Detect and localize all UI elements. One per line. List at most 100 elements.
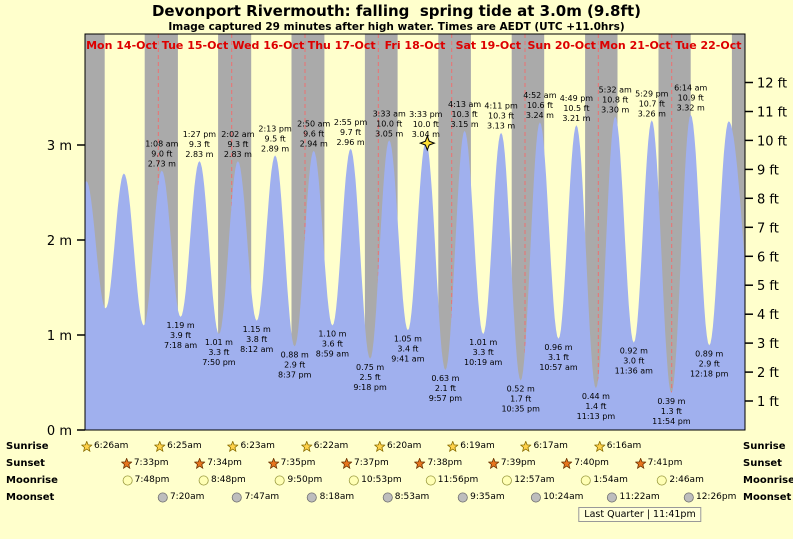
low-tide-annotation: 0.52 m bbox=[507, 385, 535, 394]
high-tide-annotation: 10.7 ft bbox=[639, 99, 665, 108]
sunrise-star-event: 6:26am bbox=[80, 439, 129, 454]
moonrise-event: 11:56pm bbox=[425, 473, 478, 488]
moonset-event: 10:24am bbox=[530, 490, 583, 505]
sunset-star-icon bbox=[487, 458, 499, 469]
sunrise-star-icon bbox=[80, 441, 92, 452]
astro-event-time: 6:23am bbox=[240, 441, 275, 451]
moonset-icon bbox=[457, 492, 468, 503]
y-axis-label-right: 11 ft bbox=[757, 106, 787, 121]
low-tide-annotation: 7:50 pm bbox=[202, 358, 236, 367]
high-tide-annotation: 5:29 pm bbox=[635, 89, 669, 98]
astro-event-time: 6:26am bbox=[93, 441, 129, 451]
high-tide-annotation: 3.15 m bbox=[451, 120, 479, 129]
moonrise-event: 2:46am bbox=[656, 473, 704, 488]
low-tide-annotation: 1.3 ft bbox=[661, 407, 682, 416]
sunrise-star-event: 6:19am bbox=[447, 439, 495, 454]
high-tide-annotation: 2:50 am bbox=[297, 120, 330, 129]
sunrise-star-icon bbox=[227, 441, 239, 452]
astro-event-time: 7:20am bbox=[169, 492, 205, 502]
high-tide-annotation: 3.04 m bbox=[412, 130, 440, 139]
sunset-star-event: 7:35pm bbox=[267, 456, 316, 471]
astro-event-time: 6:16am bbox=[606, 441, 642, 451]
sunrise-row-label-left: Sunrise bbox=[6, 441, 49, 452]
low-tide-annotation: 2.1 ft bbox=[435, 384, 456, 393]
high-tide-annotation: 3.24 m bbox=[526, 111, 554, 120]
low-tide-annotation: 0.88 m bbox=[281, 350, 309, 359]
high-tide-annotation: 1:08 am bbox=[145, 140, 178, 149]
low-tide-annotation: 2.9 ft bbox=[284, 360, 305, 369]
low-tide-annotation: 3.6 ft bbox=[322, 340, 343, 349]
high-tide-annotation: 9.3 ft bbox=[227, 140, 248, 149]
high-tide-annotation: 4:11 pm bbox=[484, 102, 518, 111]
high-tide-annotation: 10.3 ft bbox=[488, 112, 514, 121]
sunset-star-event: 7:40pm bbox=[561, 456, 609, 471]
low-tide-annotation: 1.01 m bbox=[205, 338, 233, 347]
sunrise-star-icon bbox=[373, 441, 385, 452]
astro-event-time: 12:26pm bbox=[695, 492, 737, 502]
low-tide-annotation: 0.75 m bbox=[356, 363, 384, 372]
y-axis-label-right: 4 ft bbox=[757, 308, 779, 323]
sunset-row-label-right: Sunset bbox=[743, 458, 782, 469]
tide-curve bbox=[85, 114, 745, 430]
low-tide-annotation: 1.7 ft bbox=[510, 395, 531, 404]
low-tide-annotation: 10:35 pm bbox=[501, 405, 540, 414]
day-label: Sun 20-Oct bbox=[527, 39, 595, 52]
high-tide-annotation: 3:33 pm bbox=[409, 110, 443, 119]
moon-phase-label: Last Quarter | 11:41pm bbox=[578, 507, 702, 522]
astro-event-time: 7:35pm bbox=[280, 458, 316, 468]
astro-event-time: 12:57am bbox=[514, 475, 555, 485]
low-tide-annotation: 8:37 pm bbox=[278, 370, 312, 379]
low-tide-annotation: 3.1 ft bbox=[548, 353, 569, 362]
astro-event-time: 7:40pm bbox=[574, 458, 609, 468]
low-tide-annotation: 1.19 m bbox=[167, 321, 195, 330]
low-tide-annotation: 0.96 m bbox=[544, 343, 572, 352]
high-tide-annotation: 2:02 am bbox=[221, 130, 254, 139]
moonrise-icon bbox=[275, 475, 286, 486]
moonset-event: 11:22am bbox=[606, 490, 660, 505]
sunset-star-icon bbox=[634, 458, 646, 469]
low-tide-annotation: 0.39 m bbox=[657, 397, 685, 406]
high-tide-annotation: 2.73 m bbox=[148, 160, 176, 169]
sunset-row-label-left: Sunset bbox=[6, 458, 45, 469]
low-tide-annotation: 9:18 pm bbox=[353, 383, 387, 392]
low-tide-annotation: 3.3 ft bbox=[208, 348, 229, 357]
low-tide-annotation: 9:41 am bbox=[391, 354, 424, 363]
high-tide-annotation: 1:27 pm bbox=[183, 130, 217, 139]
moonrise-icon bbox=[122, 475, 133, 486]
astro-event-time: 7:37pm bbox=[354, 458, 389, 468]
moonrise-event: 9:50pm bbox=[275, 473, 322, 488]
moonrise-icon bbox=[656, 475, 667, 486]
low-tide-annotation: 0.63 m bbox=[431, 374, 459, 383]
astro-event-time: 6:17am bbox=[533, 441, 568, 451]
moonrise-row-label-right: Moonrise bbox=[743, 475, 793, 486]
moonrise-icon bbox=[425, 475, 436, 486]
high-tide-annotation: 10.0 ft bbox=[376, 119, 402, 128]
low-tide-annotation: 3.3 ft bbox=[473, 348, 494, 357]
y-axis-label-right: 7 ft bbox=[757, 221, 779, 236]
high-tide-annotation: 9.7 ft bbox=[340, 128, 361, 137]
high-tide-annotation: 10.0 ft bbox=[413, 120, 439, 129]
high-tide-annotation: 2.94 m bbox=[300, 140, 328, 149]
astro-event-time: 6:20am bbox=[386, 441, 422, 451]
sunset-star-event: 7:33pm bbox=[120, 456, 169, 471]
y-axis-label-right: 8 ft bbox=[757, 192, 779, 207]
high-tide-annotation: 3.13 m bbox=[487, 122, 515, 131]
low-tide-annotation: 10:19 am bbox=[464, 358, 503, 367]
high-tide-annotation: 2.83 m bbox=[185, 150, 213, 159]
day-label: Wed 16-Oct bbox=[232, 39, 304, 52]
plot-border bbox=[84, 33, 746, 431]
astro-event-time: 6:22am bbox=[313, 441, 349, 451]
astro-event-time: 8:48pm bbox=[211, 475, 246, 485]
high-tide-annotation: 9.3 ft bbox=[189, 140, 210, 149]
low-tide-annotation: 2.9 ft bbox=[699, 359, 720, 368]
low-tide-annotation: 12:18 pm bbox=[690, 369, 729, 378]
high-tide-annotation: 3.05 m bbox=[375, 129, 403, 138]
astro-event-time: 6:19am bbox=[460, 441, 495, 451]
low-tide-annotation: 10:57 am bbox=[539, 363, 578, 372]
low-tide-annotation: 1.01 m bbox=[469, 338, 497, 347]
sunset-star-icon bbox=[194, 458, 206, 469]
y-axis-label-right: 6 ft bbox=[757, 250, 779, 265]
y-axis-label-right: 1 ft bbox=[757, 395, 779, 410]
moonrise-icon bbox=[198, 475, 209, 486]
